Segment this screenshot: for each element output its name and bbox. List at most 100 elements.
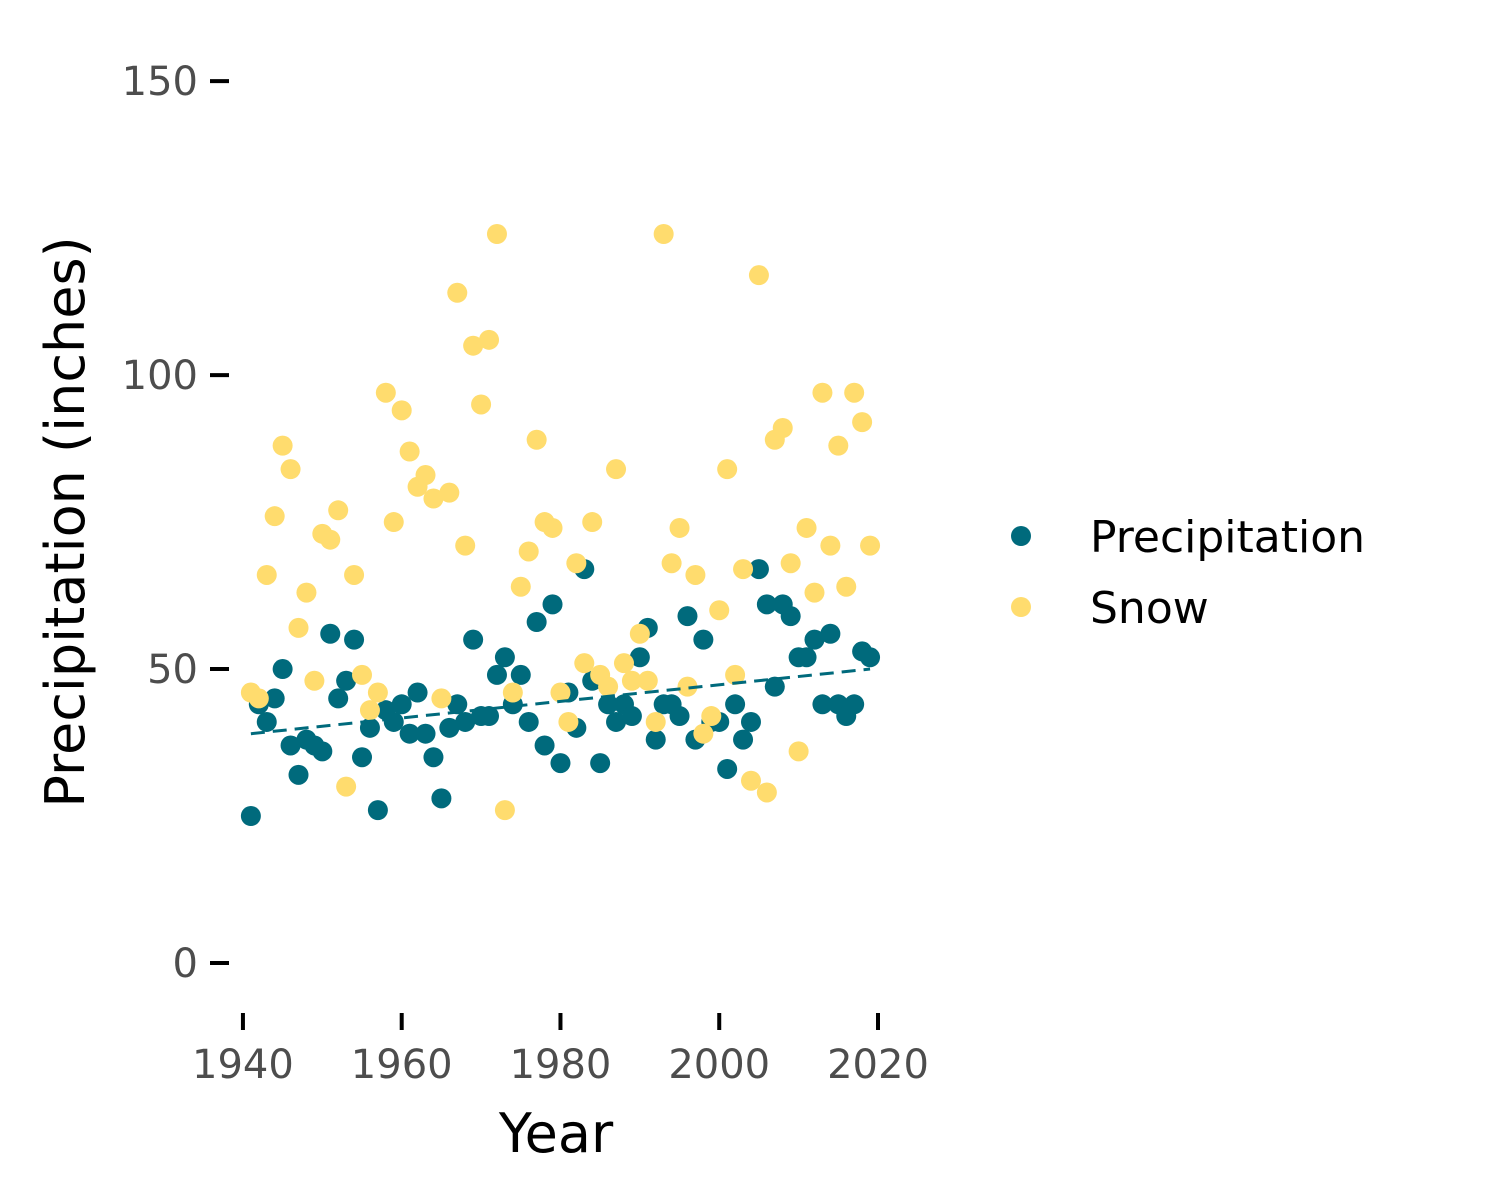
snow-point xyxy=(304,670,325,691)
precipitation-point xyxy=(494,647,515,668)
precipitation-point xyxy=(264,688,285,709)
precipitation-point xyxy=(256,711,277,732)
precipitation-point xyxy=(820,623,841,644)
precipitation-point xyxy=(312,741,333,762)
precipitation-point xyxy=(860,647,881,668)
snow-point xyxy=(248,688,269,709)
precipitation-point xyxy=(328,688,349,709)
snow-point xyxy=(447,282,468,303)
snow-point xyxy=(463,335,484,356)
precipitation-point xyxy=(748,559,769,580)
precipitation-point xyxy=(510,664,531,685)
precipitation-point xyxy=(399,723,420,744)
snow-point xyxy=(415,465,436,486)
plot-points xyxy=(240,224,881,826)
snow-point xyxy=(272,435,293,456)
snow-point xyxy=(756,782,777,803)
snow-point xyxy=(645,711,666,732)
precipitation-point xyxy=(455,711,476,732)
precipitation-point xyxy=(391,694,412,715)
snow-point xyxy=(733,559,754,580)
snow-point xyxy=(598,676,619,697)
y-axis: 0 50 100 150 xyxy=(122,59,229,987)
snow-point xyxy=(566,553,587,574)
precipitation-point xyxy=(352,747,373,768)
precipitation-point xyxy=(415,723,436,744)
trend-lines xyxy=(250,667,871,736)
snow-point xyxy=(550,682,571,703)
precipitation-point xyxy=(439,717,460,738)
snow-point xyxy=(828,435,849,456)
precipitation-point xyxy=(526,612,547,632)
snow-point xyxy=(367,682,388,703)
precipitation-point xyxy=(645,729,666,750)
snow-point xyxy=(574,653,595,674)
precipitation-point xyxy=(725,694,746,715)
snow-point xyxy=(431,688,452,709)
precipitation-point xyxy=(629,647,650,668)
snow-point xyxy=(359,700,380,721)
snow-point xyxy=(796,517,817,538)
x-axis: 1940 1960 1980 2000 2020 xyxy=(192,1013,929,1088)
precipitation-point xyxy=(756,594,777,615)
snow-point xyxy=(860,535,881,556)
x-axis-title: Year xyxy=(498,1102,614,1165)
precipitation-point xyxy=(272,659,293,680)
precipitation-point xyxy=(463,629,484,650)
snow-point xyxy=(288,617,309,638)
snow-point xyxy=(629,623,650,644)
precipitation-point xyxy=(606,711,627,732)
precipitation-point xyxy=(693,629,714,650)
precipitation-point xyxy=(717,758,738,779)
snow-point xyxy=(709,600,730,621)
snow-point xyxy=(336,776,357,797)
snow-point xyxy=(606,459,627,480)
snow-point xyxy=(661,553,682,574)
precipitation-point xyxy=(447,694,468,715)
snow-point xyxy=(526,429,547,450)
precipitation-trend-line xyxy=(250,667,871,736)
snow-point xyxy=(780,553,801,574)
snow-point xyxy=(344,564,365,585)
snow-point xyxy=(423,488,444,509)
precipitation-point xyxy=(336,670,357,691)
snow-point xyxy=(693,723,714,744)
precipitation-point xyxy=(423,747,444,768)
snow-point xyxy=(264,506,285,527)
precipitation-point xyxy=(367,800,388,821)
y-tick-label: 0 xyxy=(173,941,198,987)
x-tick-label: 1960 xyxy=(351,1042,453,1088)
precipitation-point xyxy=(288,764,309,785)
snow-point xyxy=(677,676,698,697)
snow-point xyxy=(669,517,690,538)
precipitation-point xyxy=(280,735,301,756)
precipitation-point xyxy=(518,711,539,732)
precipitation-point xyxy=(407,682,428,703)
precipitation-point xyxy=(431,788,452,809)
snow-point xyxy=(788,741,809,762)
snow-point xyxy=(812,382,833,403)
legend-key-precipitation xyxy=(1011,526,1031,546)
snow-point xyxy=(391,400,412,421)
snow-point xyxy=(471,394,492,415)
snow-point xyxy=(836,576,857,597)
snow-point xyxy=(439,482,460,503)
snow-point xyxy=(852,412,873,433)
precipitation-point xyxy=(479,706,500,727)
snow-point xyxy=(296,582,317,603)
precipitation-point xyxy=(804,629,825,650)
legend: Precipitation Snow xyxy=(1011,512,1365,634)
snow-point xyxy=(502,682,523,703)
precipitation-point xyxy=(812,694,833,715)
snow-point xyxy=(740,770,761,791)
x-tick-label: 1980 xyxy=(510,1042,612,1088)
precipitation-point xyxy=(240,806,261,826)
snow-point xyxy=(725,664,746,685)
y-tick-label: 100 xyxy=(122,353,198,399)
legend-label-snow: Snow xyxy=(1090,583,1209,634)
snow-point xyxy=(383,512,404,533)
precipitation-point xyxy=(677,606,698,627)
precipitation-point xyxy=(598,694,619,715)
snow-point xyxy=(256,564,277,585)
